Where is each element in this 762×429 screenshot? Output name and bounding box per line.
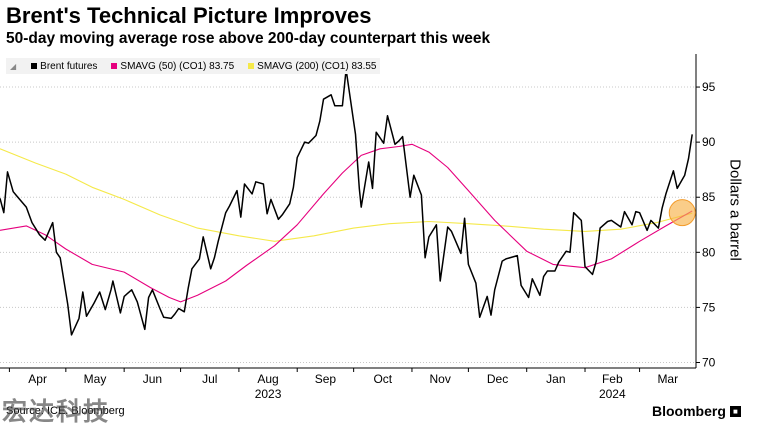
x-tick-label-feb: Feb <box>602 372 623 386</box>
y-axis-label: Dollars a barrel <box>726 159 744 261</box>
y-tick-label-80: 80 <box>702 245 716 259</box>
y-tick-label-85: 85 <box>702 190 716 204</box>
series-line-smavg200 <box>0 148 693 242</box>
y-tick-label-75: 75 <box>702 300 716 314</box>
x-tick-label-apr: Apr <box>28 372 47 386</box>
x-tick-label-jul: Jul <box>202 372 217 386</box>
legend-item-brent: Brent futures <box>31 61 97 72</box>
legend-label-smavg200: SMAVG (200) (CO1) 83.55 <box>257 60 377 72</box>
watermark: 宏达科技 <box>2 397 111 426</box>
x-tick-label-mar: Mar <box>657 372 678 386</box>
y-tick-label-95: 95 <box>702 80 716 94</box>
x-tick-label-may: May <box>84 372 107 386</box>
legend-swatch-smavg50 <box>111 63 118 69</box>
series-line-brent <box>0 68 693 336</box>
legend-swatch-brent <box>31 63 38 69</box>
x-tick-label-nov: Nov <box>430 372 451 386</box>
y-tick-label-90: 90 <box>702 135 716 149</box>
legend: ◢ Brent futures SMAVG (50) (CO1) 83.75 S… <box>6 58 381 74</box>
chart-subtitle: 50-day moving average rose above 200-day… <box>6 30 491 47</box>
legend-swatch-smavg200 <box>248 63 255 69</box>
x-year-label-2023: 2023 <box>255 387 282 401</box>
source-note: Source: ICE, Bloomberg <box>6 405 125 417</box>
x-tick-label-aug: Aug <box>257 372 278 386</box>
x-tick-label-jan: Jan <box>546 372 565 386</box>
bloomberg-logo: Bloomberg ■ <box>652 403 741 419</box>
x-tick-label-dec: Dec <box>487 372 508 386</box>
legend-item-smavg50: SMAVG (50) (CO1) 83.75 <box>111 61 234 72</box>
brand-name: Bloomberg <box>652 403 726 419</box>
x-tick-label-sep: Sep <box>315 372 337 386</box>
legend-label-brent: Brent futures <box>40 60 98 72</box>
legend-item-smavg200: SMAVG (200) (CO1) 83.55 <box>248 61 376 72</box>
x-tick-label-jun: Jun <box>143 372 162 386</box>
legend-toggle-icon[interactable]: ◢ <box>10 61 17 71</box>
y-tick-label-70: 70 <box>702 355 716 369</box>
legend-label-smavg50: SMAVG (50) (CO1) 83.75 <box>120 60 235 72</box>
bloomberg-icon: ■ <box>729 405 741 417</box>
x-tick-label-oct: Oct <box>373 372 392 386</box>
crossover-highlight-circle <box>668 199 696 227</box>
chart-title: Brent's Technical Picture Improves <box>6 3 372 28</box>
x-year-label-2024: 2024 <box>599 387 626 401</box>
series-line-smavg50 <box>0 143 693 303</box>
